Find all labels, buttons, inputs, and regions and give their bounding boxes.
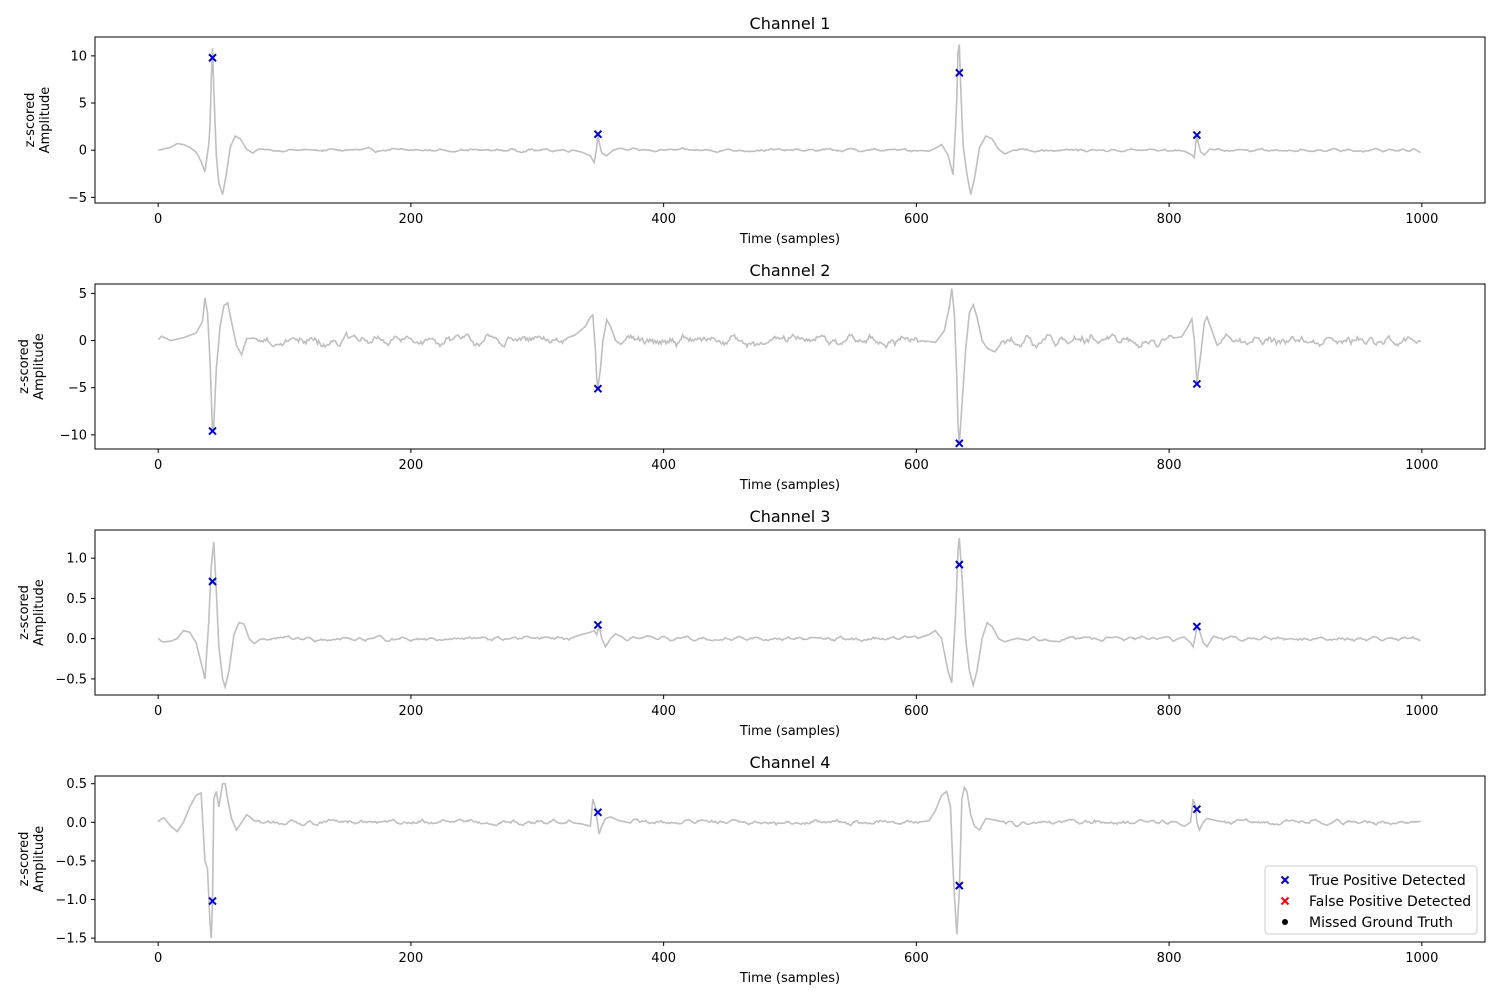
x-tick-label: 600: [904, 704, 929, 719]
y-tick-label: 0: [79, 144, 87, 159]
legend: True Positive Detected False Positive Det…: [1264, 865, 1478, 935]
detection-marker: [208, 53, 217, 62]
y-axis-label: z-scoredAmplitude: [23, 87, 53, 154]
detection-marker: [208, 577, 217, 586]
detection-marker: [593, 384, 603, 393]
chart-title: Channel 1: [750, 14, 831, 33]
x-tick-label: 800: [1157, 212, 1182, 227]
x-tick-label: 400: [651, 951, 676, 966]
y-tick-label: −5: [68, 191, 87, 206]
axes-frame: [94, 283, 1486, 450]
x-tick-label: 1000: [1405, 951, 1438, 966]
y-tick-label: 1.0: [66, 552, 87, 567]
y-tick-label: −1.5: [55, 932, 87, 947]
x-tick-label: 200: [398, 704, 423, 719]
x-tick-label: 400: [651, 458, 676, 473]
y-tick-label: 0.0: [66, 816, 87, 831]
detection-marker: [208, 426, 217, 436]
chart-panel-2: Channel 2 0 200 400 600 800 1000 −10 −5 0 5 Time (s…: [17, 261, 1486, 493]
x-tick-label: 200: [398, 212, 423, 227]
legend-label: True Positive Detected: [1308, 873, 1466, 889]
x-axis-label: Time (samples): [739, 971, 840, 986]
x-tick-label: 1000: [1405, 704, 1438, 719]
axes-frame: [94, 775, 1486, 943]
x-tick-label: 400: [651, 704, 676, 719]
legend-label: False Positive Detected: [1309, 894, 1471, 910]
y-axis-label: z-scoredAmplitude: [17, 826, 47, 893]
y-tick-label: −0.5: [55, 854, 87, 869]
x-tick-label: 600: [904, 951, 929, 966]
y-tick-label: −5: [68, 381, 87, 396]
y-tick-label: −0.5: [55, 672, 87, 687]
detection-marker: [1192, 379, 1202, 389]
axes-frame: [94, 529, 1486, 696]
x-axis-label: Time (samples): [739, 724, 840, 739]
legend-marker: [1282, 919, 1288, 925]
detection-marker: [1192, 130, 1202, 140]
axes-frame: [94, 36, 1486, 204]
y-axis-label: z-scoredAmplitude: [17, 579, 47, 646]
detection-marker: [593, 620, 603, 630]
detection-marker: [593, 808, 603, 817]
x-tick-label: 200: [398, 951, 423, 966]
x-tick-label: 200: [398, 458, 423, 473]
legend-label: Missed Ground Truth: [1309, 915, 1453, 931]
y-tick-label: −1.0: [55, 893, 87, 908]
x-tick-label: 800: [1157, 704, 1182, 719]
y-axis-label: z-scoredAmplitude: [17, 333, 47, 400]
detection-marker: [955, 68, 964, 78]
signal-trace: [157, 782, 1421, 939]
legend-entry: Missed Ground Truth: [1282, 915, 1453, 931]
x-tick-label: 400: [651, 212, 676, 227]
x-tick-label: 800: [1157, 951, 1182, 966]
x-axis-label: Time (samples): [739, 478, 840, 493]
chart-panel-4: Channel 4 0 200 400 600 800 1000 −1.5 −1.0 −0.5 0.…: [17, 753, 1486, 986]
y-tick-label: 0.5: [66, 592, 87, 607]
chart-panel-3: Channel 3 0 200 400 600 800 1000 −0.5 0.0 0.5 1.0 T…: [17, 507, 1486, 739]
signal-trace: [158, 44, 1421, 195]
x-tick-label: 1000: [1405, 212, 1438, 227]
detection-marker: [1192, 804, 1202, 814]
y-tick-label: 5: [79, 97, 87, 112]
x-tick-label: 0: [154, 951, 162, 966]
y-tick-label: 0.5: [66, 777, 87, 792]
detection-marker: [955, 560, 964, 569]
detection-marker: [593, 129, 603, 139]
detection-marker: [1192, 622, 1202, 631]
x-tick-label: 0: [154, 458, 162, 473]
chart-title: Channel 3: [750, 507, 831, 526]
legend-box: [1264, 865, 1478, 935]
x-tick-label: 800: [1157, 458, 1182, 473]
x-tick-label: 600: [904, 458, 929, 473]
chart-title: Channel 2: [750, 261, 831, 280]
y-tick-label: 5: [79, 287, 87, 302]
x-tick-label: 1000: [1405, 458, 1438, 473]
chart-title: Channel 4: [750, 753, 831, 772]
y-tick-label: 0: [79, 334, 87, 349]
x-tick-label: 600: [904, 212, 929, 227]
signal-trace: [157, 537, 1421, 690]
chart-panel-1: Channel 1 0 200 400 600 800 1000 −5 0 5 10 Time (sa…: [23, 14, 1486, 247]
y-tick-label: −10: [60, 428, 87, 443]
detection-marker: [955, 881, 964, 890]
detection-marker: [208, 896, 217, 906]
x-axis-label: Time (samples): [739, 232, 840, 247]
x-tick-label: 0: [154, 704, 162, 719]
signal-trace: [157, 288, 1422, 445]
y-tick-label: 10: [70, 49, 87, 64]
detection-marker: [955, 439, 964, 448]
x-tick-label: 0: [154, 212, 162, 227]
legend-entry: True Positive Detected: [1280, 873, 1466, 889]
legend-entry: False Positive Detected: [1280, 894, 1471, 910]
y-tick-label: 0.0: [66, 632, 87, 647]
